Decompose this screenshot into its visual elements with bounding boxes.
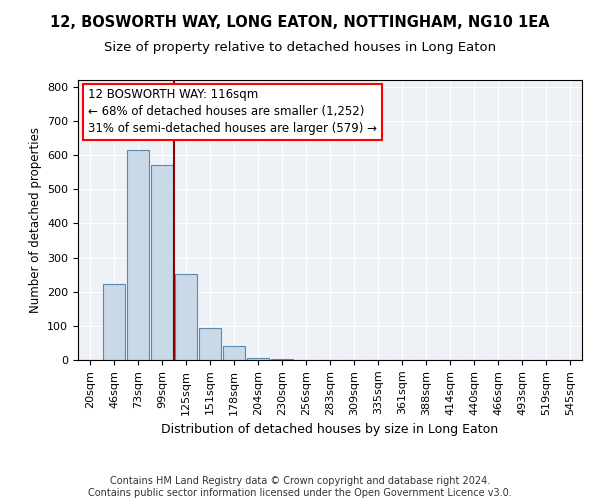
Y-axis label: Number of detached properties: Number of detached properties xyxy=(29,127,41,313)
X-axis label: Distribution of detached houses by size in Long Eaton: Distribution of detached houses by size … xyxy=(161,423,499,436)
Bar xyxy=(103,284,125,360)
Text: Size of property relative to detached houses in Long Eaton: Size of property relative to detached ho… xyxy=(104,41,496,54)
Bar xyxy=(127,150,149,360)
Bar xyxy=(223,346,245,360)
Text: 12, BOSWORTH WAY, LONG EATON, NOTTINGHAM, NG10 1EA: 12, BOSWORTH WAY, LONG EATON, NOTTINGHAM… xyxy=(50,15,550,30)
Bar xyxy=(151,166,173,360)
Bar xyxy=(247,358,269,360)
Bar xyxy=(175,274,197,360)
Bar xyxy=(199,328,221,360)
Text: 12 BOSWORTH WAY: 116sqm
← 68% of detached houses are smaller (1,252)
31% of semi: 12 BOSWORTH WAY: 116sqm ← 68% of detache… xyxy=(88,88,377,136)
Text: Contains HM Land Registry data © Crown copyright and database right 2024.
Contai: Contains HM Land Registry data © Crown c… xyxy=(88,476,512,498)
